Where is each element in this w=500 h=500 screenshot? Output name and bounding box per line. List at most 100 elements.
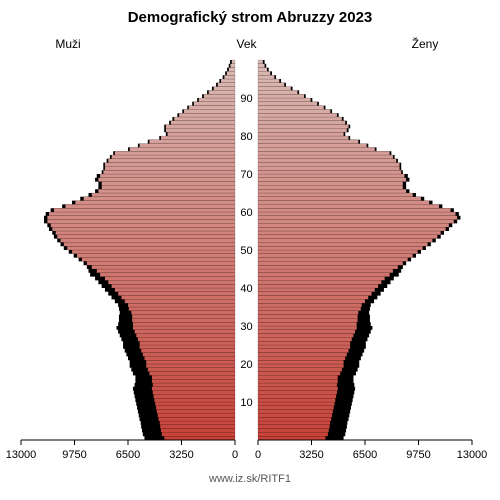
- male-bar: [77, 254, 235, 258]
- female-bar: [258, 250, 418, 254]
- male-bar: [129, 307, 235, 311]
- female-bar: [258, 239, 432, 243]
- female-bar: [258, 151, 390, 155]
- female-bar: [258, 189, 406, 193]
- female-bar: [258, 147, 375, 151]
- male-bar: [209, 90, 235, 94]
- male-bar: [162, 432, 235, 436]
- male-bar: [102, 185, 235, 189]
- male-bar: [144, 356, 235, 360]
- male-bar: [152, 387, 235, 391]
- male-bar: [100, 174, 235, 178]
- male-bar: [51, 223, 235, 227]
- female-bar: [258, 182, 403, 186]
- male-bar: [115, 288, 235, 292]
- male-bar: [179, 113, 235, 117]
- female-bar: [258, 128, 347, 132]
- female-bar: [258, 341, 350, 345]
- female-bar: [258, 212, 456, 216]
- female-bar: [258, 364, 344, 368]
- female-bar: [258, 132, 344, 136]
- male-bar: [140, 345, 235, 349]
- male-bar: [108, 159, 235, 163]
- male-bar: [121, 296, 235, 300]
- male-bar: [133, 326, 235, 330]
- female-label: Ženy: [412, 36, 439, 51]
- male-bar: [174, 117, 235, 121]
- footer-text: www.iz.sk/RITF1: [208, 473, 291, 485]
- male-bar: [149, 140, 235, 144]
- male-bar: [168, 132, 235, 136]
- male-bar: [132, 318, 235, 322]
- male-bar: [143, 353, 235, 357]
- male-bar: [221, 79, 235, 83]
- female-bar: [258, 436, 325, 440]
- age-label: Vek: [236, 37, 257, 51]
- male-bar: [98, 189, 235, 193]
- female-bar: [258, 68, 267, 72]
- male-bar: [112, 155, 235, 159]
- age-tick: 30: [240, 321, 252, 333]
- x-tick-right: 0: [255, 449, 261, 461]
- male-bar: [131, 311, 235, 315]
- female-bar: [258, 193, 413, 197]
- x-tick-left: 9750: [62, 449, 86, 461]
- x-tick-left: 0: [232, 449, 238, 461]
- age-tick: 20: [240, 359, 252, 371]
- male-bar: [87, 261, 235, 265]
- male-bar: [199, 98, 235, 102]
- male-bar: [166, 125, 235, 129]
- male-bar: [136, 334, 235, 338]
- female-bar: [258, 406, 334, 410]
- female-bar: [258, 299, 365, 303]
- male-bar: [156, 406, 235, 410]
- female-bar: [258, 360, 344, 364]
- female-bar: [258, 83, 284, 87]
- female-bar: [258, 368, 342, 372]
- male-bar: [232, 60, 235, 64]
- female-bar: [258, 227, 446, 231]
- male-bar: [166, 128, 235, 132]
- female-bar: [258, 417, 331, 421]
- female-bar: [258, 375, 338, 379]
- female-bar: [258, 353, 347, 357]
- female-bar: [258, 280, 381, 284]
- male-bar: [149, 372, 235, 376]
- age-tick: 40: [240, 283, 252, 295]
- male-bar: [97, 269, 235, 273]
- female-bar: [258, 345, 350, 349]
- female-bar: [258, 372, 340, 376]
- male-bar: [154, 394, 235, 398]
- female-bar: [258, 113, 337, 117]
- female-bar: [258, 144, 367, 148]
- female-bar: [258, 315, 358, 319]
- male-bar: [61, 239, 235, 243]
- male-bar: [102, 182, 235, 186]
- female-bar: [258, 410, 333, 414]
- male-bar: [152, 375, 235, 379]
- x-tick-left: 3250: [169, 449, 193, 461]
- male-bar: [54, 208, 235, 212]
- female-bar: [258, 75, 274, 79]
- female-bar: [258, 60, 263, 64]
- female-bar: [258, 330, 355, 334]
- age-tick: 70: [240, 169, 252, 181]
- female-bar: [258, 90, 298, 94]
- female-bar: [258, 318, 358, 322]
- female-bar: [258, 379, 338, 383]
- male-bar: [146, 364, 235, 368]
- x-tick-right: 3250: [299, 449, 323, 461]
- male-bar: [135, 330, 235, 334]
- female-bar: [258, 398, 335, 402]
- female-bar: [258, 125, 349, 129]
- male-bar: [47, 220, 235, 224]
- male-bar: [224, 75, 235, 79]
- female-bar: [258, 159, 396, 163]
- x-tick-left: 13000: [6, 449, 37, 461]
- female-bar: [258, 106, 324, 110]
- male-bar: [75, 201, 235, 205]
- female-bar: [258, 277, 385, 281]
- female-bar: [258, 136, 349, 140]
- male-bar: [157, 410, 235, 414]
- female-bar: [258, 265, 398, 269]
